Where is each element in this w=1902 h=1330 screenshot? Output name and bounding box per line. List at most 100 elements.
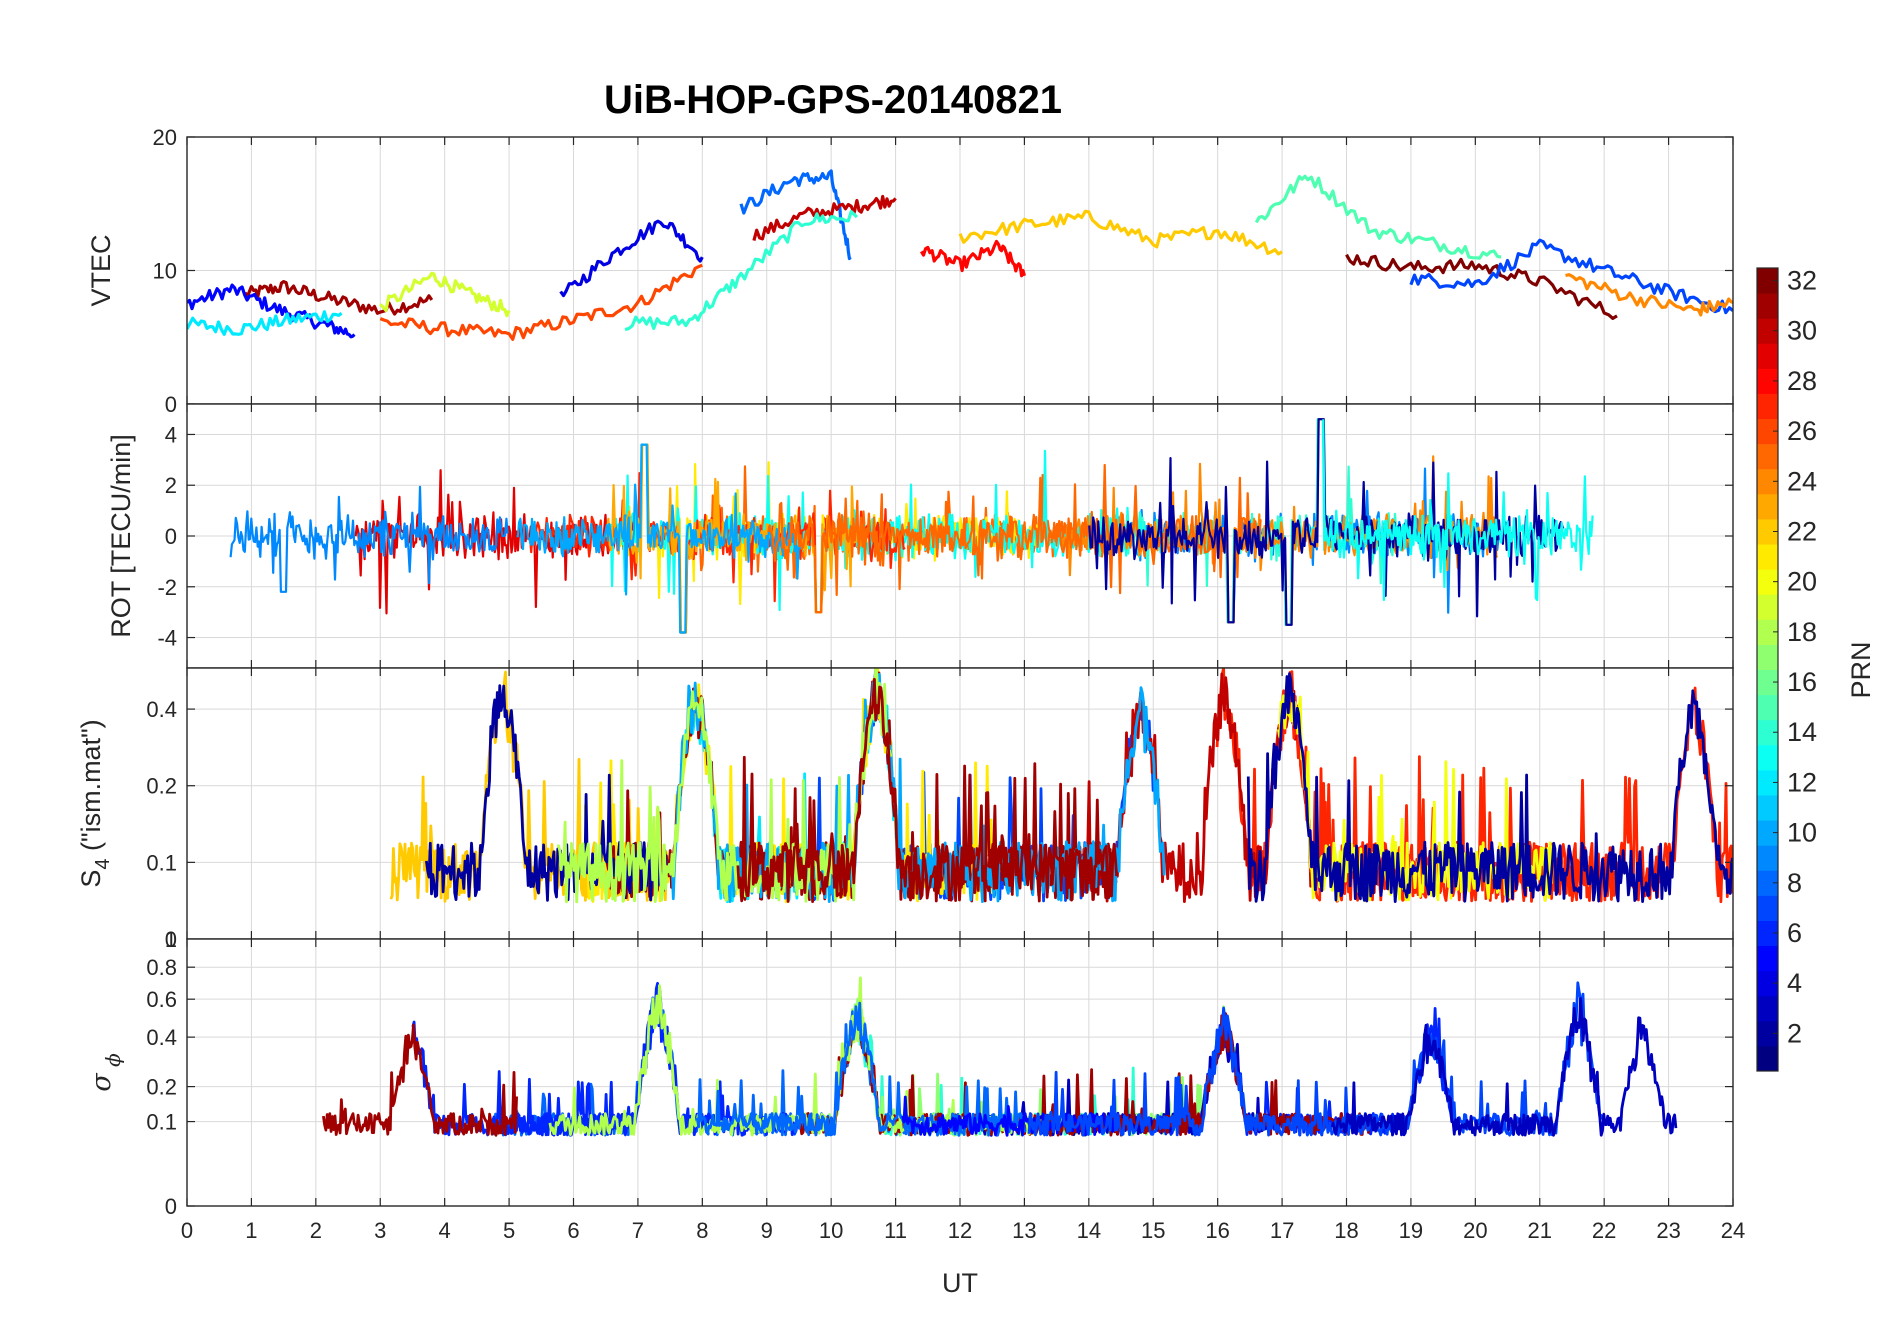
x-tick-label: 8 [696, 1218, 708, 1243]
x-tick-label: 19 [1399, 1218, 1423, 1243]
colorbar-tick-label: 32 [1787, 266, 1817, 296]
x-tick-label: 0 [181, 1218, 193, 1243]
x-tick-label: 20 [1463, 1218, 1487, 1243]
x-tick-label: 13 [1012, 1218, 1036, 1243]
y-axis-label: VTEC [86, 234, 116, 306]
traces [187, 169, 1733, 341]
colorbar-tick-label: 4 [1787, 968, 1802, 998]
colorbar-tick-label: 24 [1787, 466, 1817, 496]
trace-prn-2 [1246, 672, 1733, 903]
x-tick-label: 14 [1077, 1218, 1101, 1243]
y-tick-label: 0 [165, 1194, 177, 1219]
vtec-trace-prn-26 [379, 263, 703, 341]
colorbar-tick-label: 26 [1787, 416, 1817, 446]
trace-prn-25 [767, 463, 1262, 624]
y-tick-label: 0.2 [146, 774, 177, 799]
colorbar-tick-label: 18 [1787, 617, 1817, 647]
x-tick-label: 10 [819, 1218, 843, 1243]
colorbar-swatch [1757, 995, 1778, 1022]
colorbar-swatch [1757, 870, 1778, 896]
colorbar-swatch [1757, 744, 1778, 771]
vtec-trace-prn-5 [187, 283, 356, 339]
vtec-trace-prn-7 [1409, 238, 1733, 315]
x-tick-label: 23 [1656, 1218, 1680, 1243]
colorbar-swatch [1757, 493, 1778, 520]
x-tick-label: 4 [439, 1218, 451, 1243]
overlap-tick-label: 1 [165, 927, 177, 952]
colorbar-tick-label: 12 [1787, 767, 1817, 797]
x-tick-label: 21 [1528, 1218, 1552, 1243]
colorbar-swatch [1757, 895, 1778, 921]
colorbar-tick-label: 30 [1787, 316, 1817, 346]
x-tick-label: 24 [1721, 1218, 1745, 1243]
x-tick-label: 6 [567, 1218, 579, 1243]
x-axis-label: UT [942, 1268, 978, 1298]
colorbar-swatch [1757, 343, 1778, 369]
colorbar-swatch [1757, 794, 1778, 821]
vtec-trace-prn-22 [958, 209, 1283, 256]
colorbar-tick-label: 10 [1787, 818, 1817, 848]
y-tick-label: 0.2 [146, 1075, 177, 1100]
y-tick-label: -4 [157, 626, 177, 651]
colorbar-swatch [1757, 569, 1778, 595]
colorbar-swatch [1757, 619, 1778, 645]
x-tick-label: 18 [1334, 1218, 1358, 1243]
colorbar-swatch [1757, 845, 1778, 871]
colorbar-tick-label: 20 [1787, 567, 1817, 597]
vtec-trace-prn-31 [243, 280, 434, 316]
colorbar-swatch [1757, 970, 1778, 997]
grid [187, 404, 1733, 668]
traces [389, 668, 1733, 904]
vtec-trace-prn-14 [624, 210, 859, 332]
colorbar-swatch [1757, 769, 1778, 796]
x-tick-labels: 0 1 2 3 4 5 6 7 8 9 10 11 12 13 14 15 16 17 18 19 20 21 22 23 24 [181, 1218, 1745, 1243]
y-tick-label: 0.8 [146, 955, 177, 980]
colorbar-swatch [1757, 418, 1778, 445]
x-tick-label: 15 [1141, 1218, 1165, 1243]
x-tick-label: 16 [1205, 1218, 1229, 1243]
colorbar-swatch [1757, 468, 1778, 495]
trace-prn-9 [229, 485, 509, 593]
colorbar-swatch [1757, 443, 1778, 470]
y-tick-label: 0.4 [146, 697, 177, 722]
colorbar-swatch [1757, 393, 1778, 420]
panel-3: 0.1 0.2 0.4 S4 ("ism.mat") [76, 667, 1734, 940]
y-tick-label: 0 [165, 392, 177, 417]
colorbar-swatch [1757, 293, 1778, 319]
colorbar-tick-label: 8 [1787, 868, 1802, 898]
grid [187, 137, 1733, 404]
colorbar-swatch [1757, 644, 1778, 670]
figure-title: UiB-HOP-GPS-20140821 [604, 78, 1062, 122]
y-axis-label: ROT [TECU/min] [106, 434, 136, 638]
colorbar-tick-label: 6 [1787, 918, 1802, 948]
y-tick-label: 2 [165, 473, 177, 498]
colorbar-swatch [1757, 719, 1778, 746]
colorbar-tick-label: 2 [1787, 1018, 1802, 1048]
vtec-trace-prn-8 [739, 169, 852, 261]
y-tick-label: 4 [165, 422, 177, 447]
colorbar-swatch [1757, 544, 1778, 570]
trace-prn-13 [1322, 419, 1594, 602]
vtec-trace-prn-19 [379, 271, 511, 318]
x-tick-label: 5 [503, 1218, 515, 1243]
colorbar-tick-label: 14 [1787, 717, 1817, 747]
colorbar-swatch [1757, 694, 1778, 721]
trace-prn-10 [516, 443, 803, 634]
trace-prn-31 [736, 677, 1118, 903]
y-tick-label: 0.4 [146, 1025, 177, 1050]
y-axis-label: S4 ("ism.mat") [76, 719, 114, 887]
colorbar-swatch [1757, 945, 1778, 972]
trace-prn-3 [1330, 997, 1678, 1137]
x-tick-label: 22 [1592, 1218, 1616, 1243]
colorbar-tick-label: 16 [1787, 667, 1817, 697]
trace-prn-31 [322, 1023, 518, 1137]
panel-2: -4 -2 0 2 4 ROT [TECU/min] [106, 403, 1734, 669]
colorbar-swatch [1757, 820, 1778, 846]
y-tick-label: 0 [165, 524, 177, 549]
y-tick-label: 0.1 [146, 850, 177, 875]
trace-prn-20 [1277, 691, 1555, 903]
s4-overlap-ticks: 01 [165, 927, 177, 952]
y-tick-label: 20 [153, 125, 177, 150]
